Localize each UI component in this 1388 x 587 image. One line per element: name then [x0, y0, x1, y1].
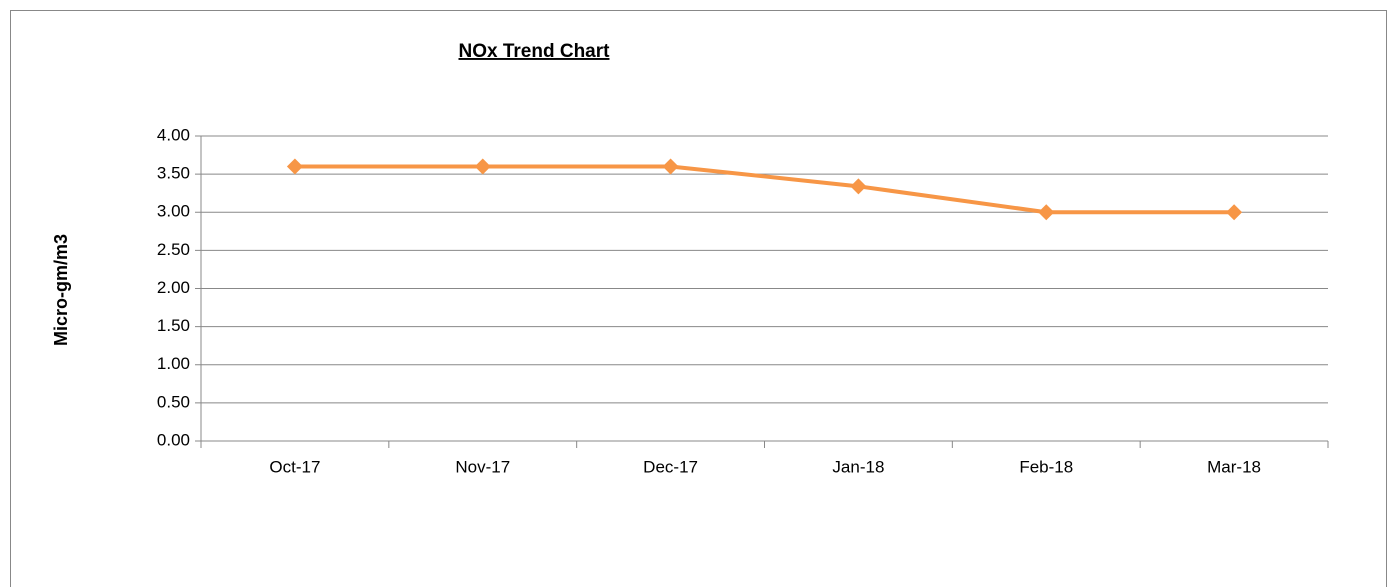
- y-axis-label: Micro-gm/m3: [51, 234, 71, 346]
- y-tick-label: 4.00: [157, 125, 190, 144]
- x-tick-label: Feb-18: [1019, 457, 1073, 476]
- marker: [474, 158, 491, 175]
- x-tick-label: Dec-17: [643, 457, 698, 476]
- y-tick-label: 1.00: [157, 354, 190, 373]
- marker: [1038, 204, 1055, 221]
- line: [294, 164, 1235, 215]
- marker: [850, 178, 867, 195]
- y-tick-label: 3.50: [157, 164, 190, 183]
- chart-title: NOx Trend Chart: [459, 41, 611, 62]
- y-tick-label: 1.50: [157, 316, 190, 335]
- y-tick-label: 2.00: [157, 278, 190, 297]
- x-tick-label: Nov-17: [455, 457, 510, 476]
- marker: [662, 158, 679, 175]
- y-tick-label: 2.50: [157, 240, 190, 259]
- marker: [1226, 204, 1243, 221]
- x-tick-label: Oct-17: [269, 457, 320, 476]
- y-tick-label: 0.00: [157, 430, 190, 449]
- x-tick-label: Jan-18: [832, 457, 884, 476]
- y-tick-label: 3.00: [157, 202, 190, 221]
- y-tick-label: 0.50: [157, 392, 190, 411]
- x-tick-label: Mar-18: [1207, 457, 1261, 476]
- marker: [286, 158, 303, 175]
- chart-frame: [10, 10, 1387, 587]
